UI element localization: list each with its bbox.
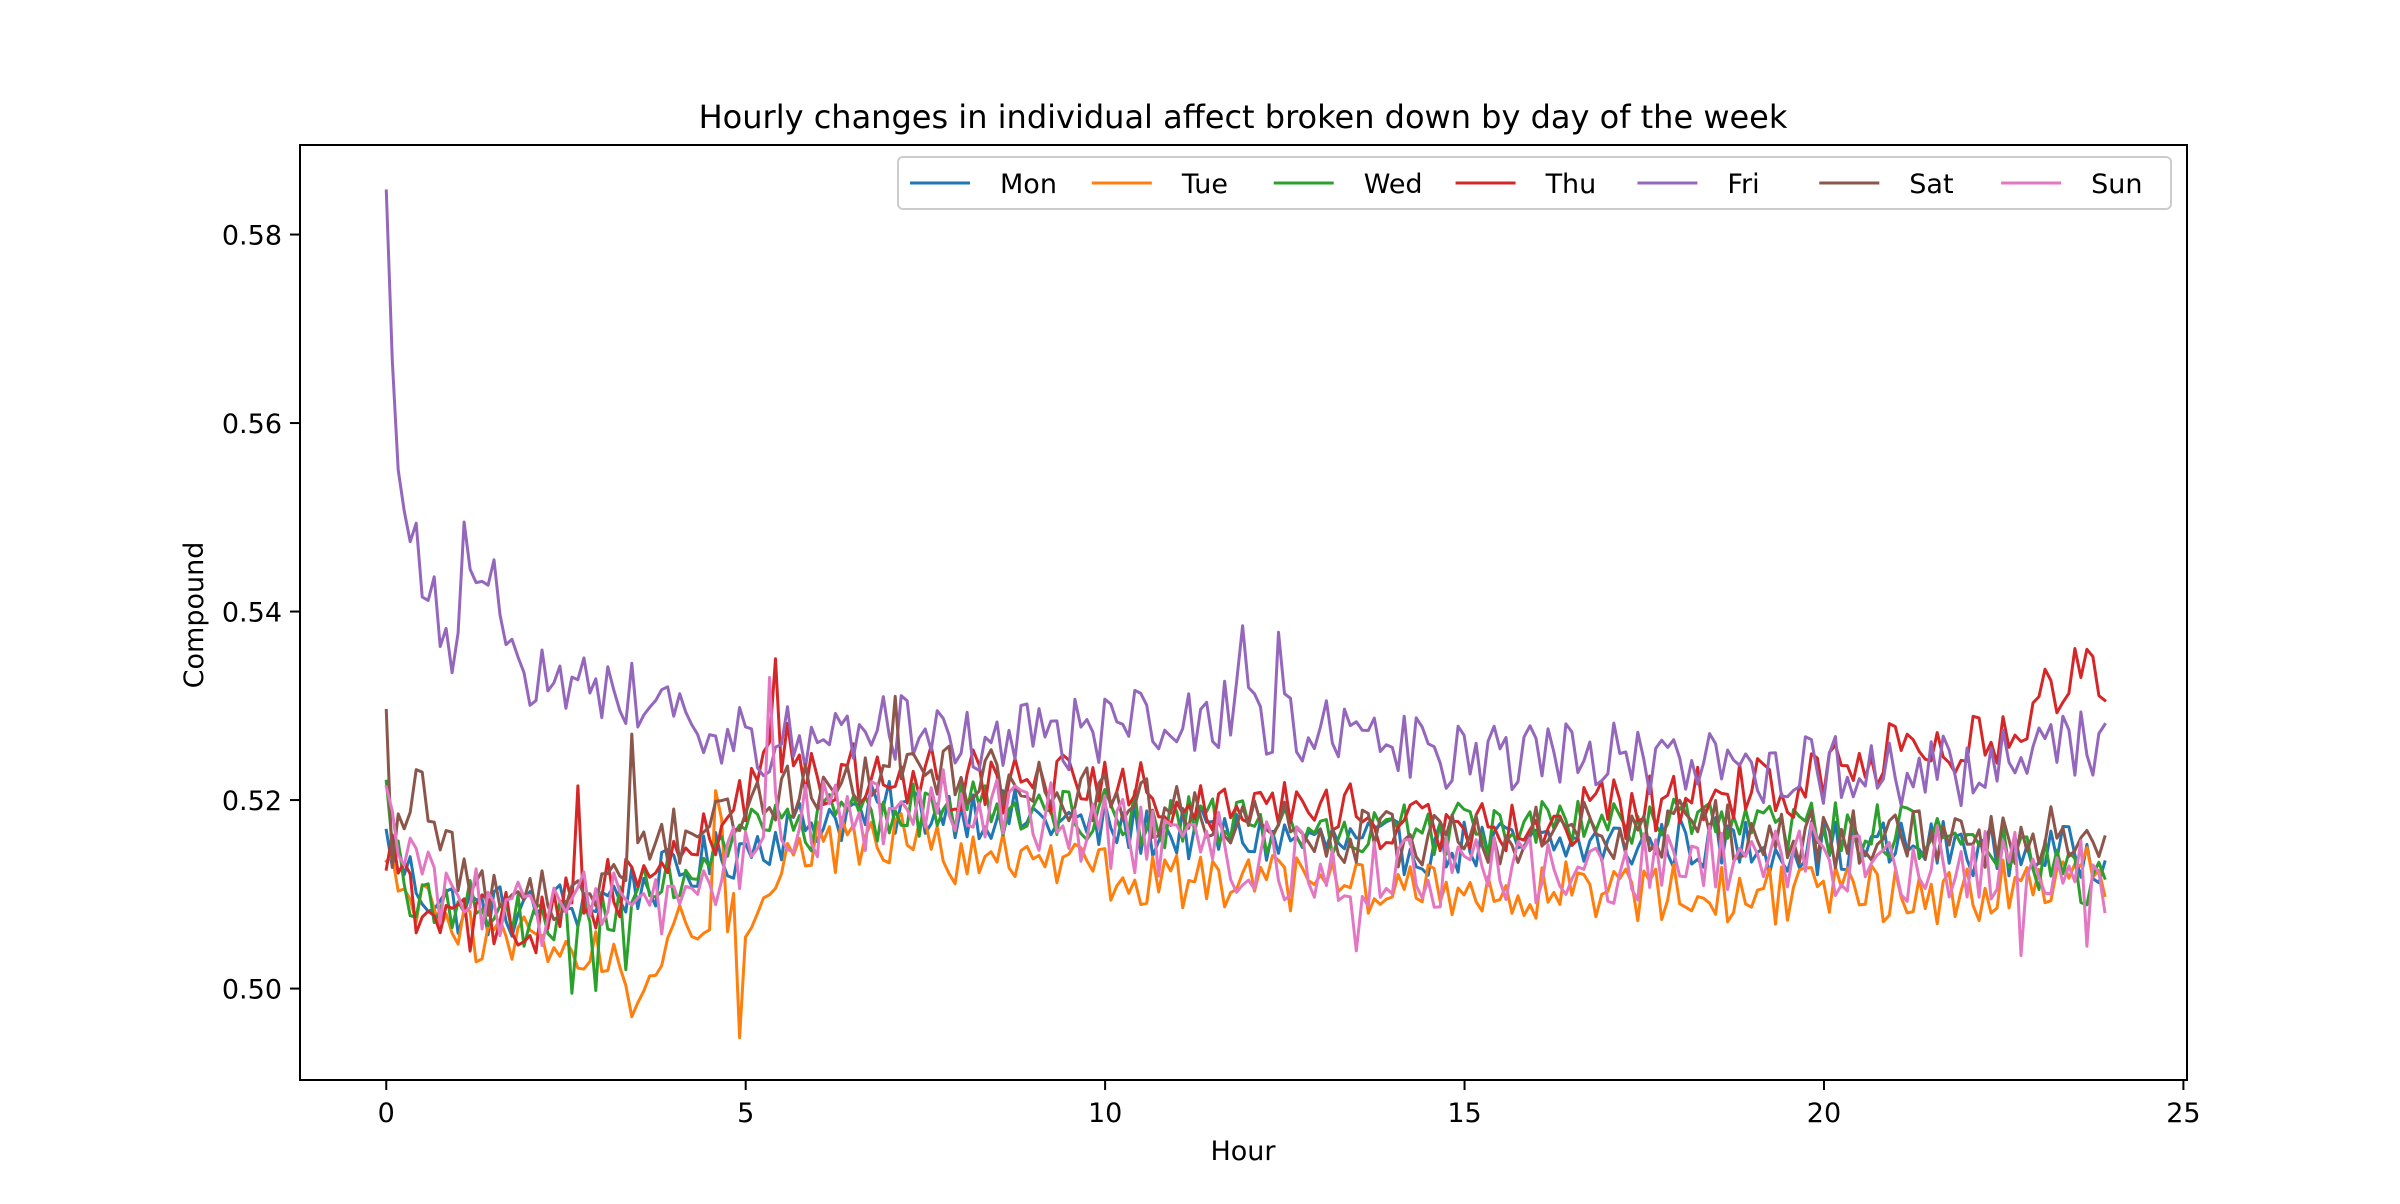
series-line-thu (384, 647, 2107, 955)
y-tick-label: 0.52 (222, 786, 282, 817)
x-tick-label: 20 (1807, 1098, 1841, 1129)
x-tick-label: 5 (737, 1098, 754, 1129)
y-tick-label: 0.56 (222, 409, 282, 440)
y-tick-label: 0.50 (222, 975, 282, 1006)
y-axis-label: Compound (179, 542, 210, 689)
y-tick-label: 0.58 (222, 221, 282, 252)
legend-label-tue: Tue (1181, 169, 1228, 200)
legend-label-sun: Sun (2091, 169, 2142, 200)
x-tick-label: 0 (378, 1098, 395, 1129)
series-line-tue (384, 789, 2107, 1040)
series-line-sat (384, 694, 2107, 922)
x-tick-label: 15 (1447, 1098, 1481, 1129)
legend-label-sat: Sat (1909, 169, 1953, 200)
axes: 0 5 10 15 20 25 0.50 0.52 0.54 0.56 0.58 (222, 144, 2201, 1129)
plot-area (384, 189, 2107, 1040)
legend-label-wed: Wed (1364, 169, 1423, 200)
legend-label-mon: Mon (1000, 169, 1057, 200)
y-tick-label: 0.54 (222, 598, 282, 629)
series-line-fri (384, 189, 2107, 808)
x-tick-label: 25 (2166, 1098, 2200, 1129)
legend-box (897, 156, 2172, 210)
legend-label-fri: Fri (1727, 169, 1759, 200)
legend-label-thu: Thu (1545, 169, 1597, 200)
chart-title: Hourly changes in individual affect brok… (699, 98, 1788, 136)
x-axis-label: Hour (1210, 1136, 1276, 1167)
series-line-sun (384, 676, 2107, 958)
legend: Mon Tue Wed Thu Fri Sat Sun (897, 156, 2172, 210)
x-tick-label: 10 (1088, 1098, 1122, 1129)
